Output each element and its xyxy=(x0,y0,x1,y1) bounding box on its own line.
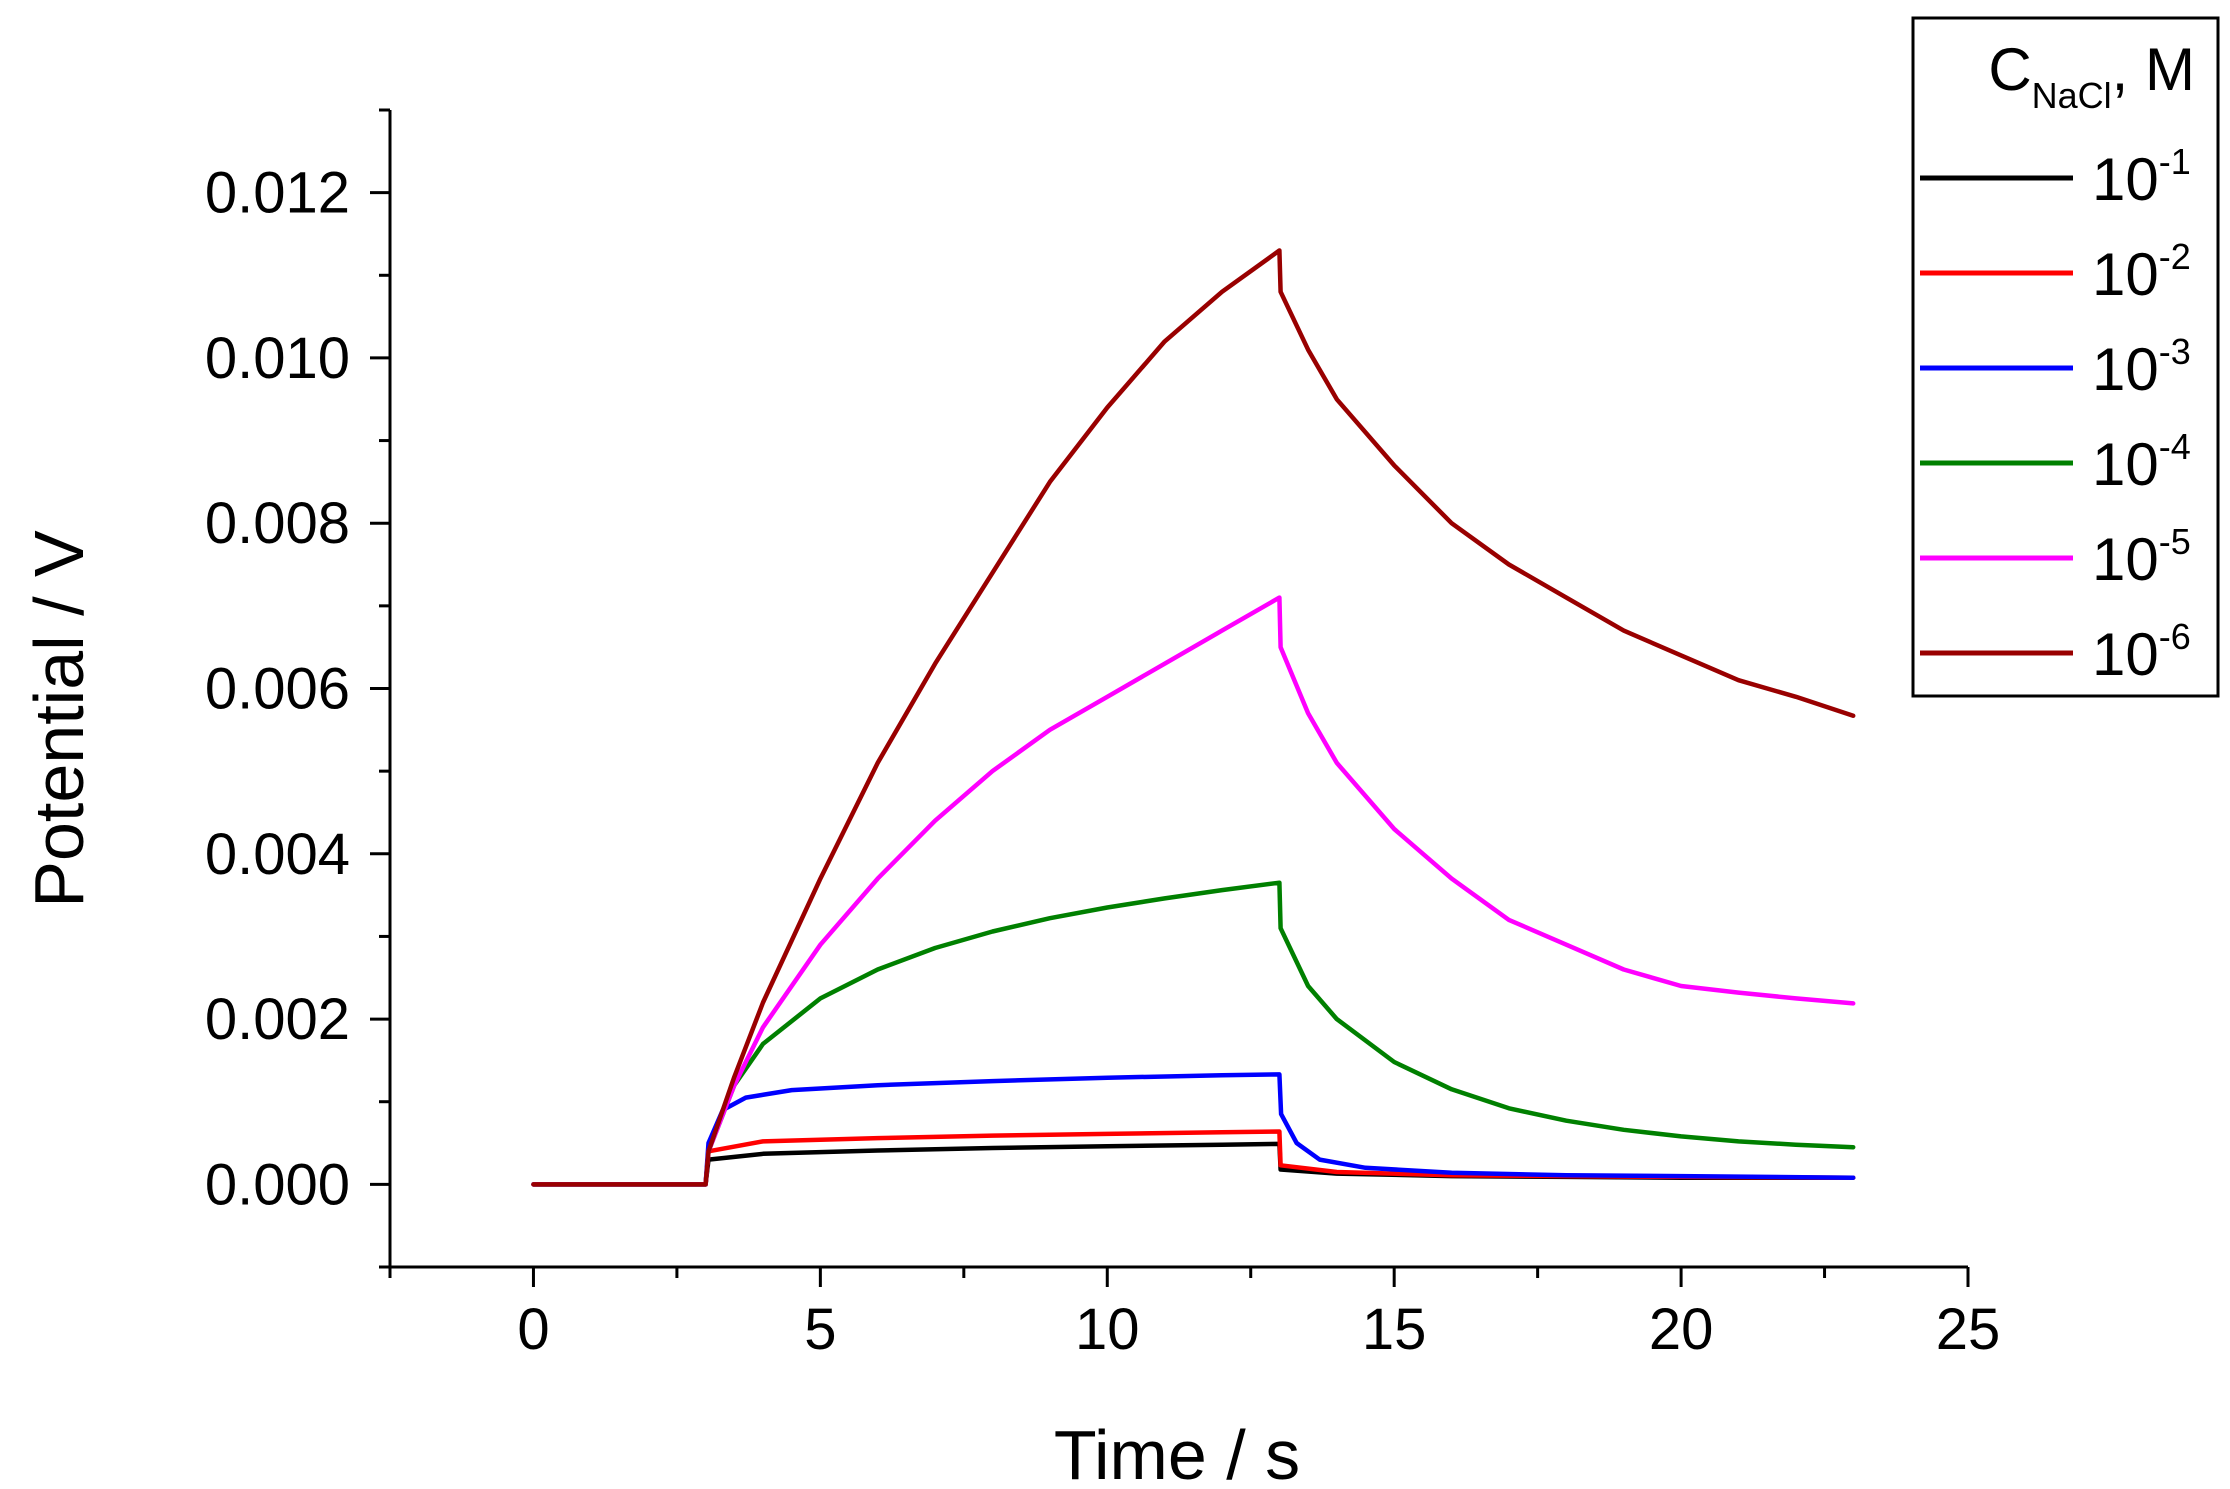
x-tick-label: 20 xyxy=(1649,1297,1714,1362)
x-tick-label: 25 xyxy=(1936,1297,2001,1362)
series-group xyxy=(531,248,1856,1187)
legend-title-main: C xyxy=(1988,36,2031,103)
x-axis-title: Time / s xyxy=(1054,1416,1300,1489)
legend-label-2: 10-2 xyxy=(2092,236,2191,308)
legend-title-sub: NaCl xyxy=(2032,75,2112,116)
y-tick-label: 0.000 xyxy=(205,1152,350,1217)
x-tick-label: 10 xyxy=(1075,1297,1140,1362)
y-tick-label: 0.012 xyxy=(205,161,350,226)
series-line-5 xyxy=(531,595,1856,1187)
y-axis-title: Potential / V xyxy=(20,530,98,908)
y-tick-label: 0.006 xyxy=(205,657,350,722)
legend-title-suffix: , M xyxy=(2112,36,2195,103)
series-line-6 xyxy=(531,248,1856,1187)
series-line-4 xyxy=(531,880,1856,1187)
legend-label-3: 10-3 xyxy=(2092,331,2191,403)
x-tick-label: 15 xyxy=(1362,1297,1427,1362)
legend-label-4: 10-4 xyxy=(2092,426,2191,498)
x-tick-label: 0 xyxy=(517,1297,549,1362)
x-tick-label: 5 xyxy=(804,1297,836,1362)
y-tick-label: 0.010 xyxy=(205,326,350,391)
y-tick-label: 0.002 xyxy=(205,987,350,1052)
legend-label-5: 10-5 xyxy=(2092,521,2191,593)
legend-label-6: 10-6 xyxy=(2092,616,2191,688)
legend-box xyxy=(1911,16,2220,698)
y-tick-label: 0.004 xyxy=(205,822,350,887)
legend-label-1: 10-1 xyxy=(2092,141,2191,213)
legend-entries: 10-1 10-2 10-3 10-4 10-5 10-6 xyxy=(1920,141,2191,688)
axes: 0 5 10 15 20 25 0.000 0.002 0.004 0.006 0.008 0.010… xyxy=(205,108,2001,1362)
legend: CNaCl, M 10-1 10-2 10-3 10-4 10-5 10-6 xyxy=(1911,16,2220,698)
y-tick-label: 0.008 xyxy=(205,491,350,556)
legend-title: CNaCl, M xyxy=(1988,36,2195,116)
series-line-3 xyxy=(531,1072,1856,1187)
